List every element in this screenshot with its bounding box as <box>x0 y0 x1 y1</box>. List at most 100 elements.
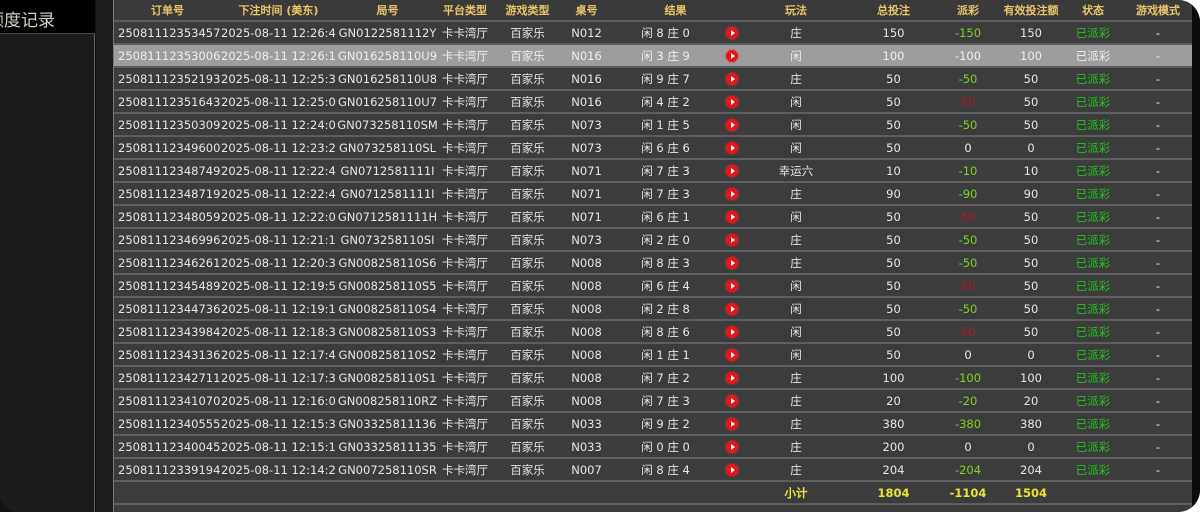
order-cell: 250811123530061 <box>114 44 221 68</box>
play-video-icon[interactable] <box>726 257 738 269</box>
payout-cell: 50 <box>937 90 999 114</box>
table-row[interactable]: 250811123469963 2025-08-11 12:21:13 GN0732… <box>114 228 1193 252</box>
table-row[interactable]: 250811123530061 2025-08-11 12:26:17 GN0162… <box>114 44 1193 68</box>
game-mode-cell: - <box>1123 113 1193 137</box>
play-video-icon[interactable] <box>726 464 738 476</box>
game-mode-cell: - <box>1123 274 1193 298</box>
total-bet-cell: 50 <box>850 136 937 160</box>
subtotal-row: 小计 1804 -1104 1504 <box>114 481 1193 505</box>
table-row[interactable]: 250811123391941 2025-08-11 12:14:27 GN0072… <box>114 458 1193 482</box>
sidebar-tab-credit-records[interactable]: 额度记录 <box>0 0 95 34</box>
game-mode-cell: - <box>1123 343 1193 367</box>
game-cell: 百家乐 <box>491 458 564 482</box>
platform-cell: 卡卡湾厅 <box>439 67 491 91</box>
game-cell: 百家乐 <box>491 366 564 390</box>
round-cell: GN007258110SR <box>336 458 439 482</box>
table-row[interactable]: 250811123516430 2025-08-11 12:25:09 GN0162… <box>114 90 1193 114</box>
status-cell: 已派彩 <box>1063 159 1123 183</box>
time-cell: 2025-08-11 12:22:08 <box>221 205 336 229</box>
play-video-icon[interactable] <box>726 50 738 62</box>
play-video-icon[interactable] <box>726 142 738 154</box>
replay-cell <box>722 90 742 114</box>
play-type-cell: 闲 <box>742 205 850 229</box>
game-cell: 百家乐 <box>491 389 564 413</box>
replay-cell <box>722 274 742 298</box>
total-bet-cell: 50 <box>850 90 937 114</box>
game-cell: 百家乐 <box>491 21 564 45</box>
table-row[interactable]: 250811123427117 2025-08-11 12:17:30 GN0082… <box>114 366 1193 390</box>
round-cell: GN008258110S4 <box>336 297 439 321</box>
table-no-cell: N071 <box>564 205 609 229</box>
table-row[interactable]: 250811123431365 2025-08-11 12:17:49 GN0082… <box>114 343 1193 367</box>
table-row[interactable]: 250811123462613 2025-08-11 12:20:33 GN0082… <box>114 251 1193 275</box>
platform-cell: 卡卡湾厅 <box>439 389 491 413</box>
play-video-icon[interactable] <box>726 188 738 200</box>
result-cell: 闲 8 庄 6 <box>609 320 722 344</box>
result-cell: 闲 9 庄 7 <box>609 67 722 91</box>
payout-cell: -204 <box>937 458 999 482</box>
play-type-cell: 闲 <box>742 136 850 160</box>
platform-cell: 卡卡湾厅 <box>439 44 491 68</box>
status-cell: 已派彩 <box>1063 182 1123 206</box>
table-row[interactable]: 250811123405550 2025-08-11 12:15:37 GN0332… <box>114 412 1193 436</box>
valid-bet-cell: 0 <box>999 343 1063 367</box>
payout-cell: -100 <box>937 44 999 68</box>
status-cell: 已派彩 <box>1063 67 1123 91</box>
result-cell: 闲 0 庄 0 <box>609 435 722 459</box>
total-bet-cell: 200 <box>850 435 937 459</box>
result-cell: 闲 2 庄 0 <box>609 228 722 252</box>
table-row[interactable]: 250811123410706 2025-08-11 12:16:04 GN0082… <box>114 389 1193 413</box>
table-row[interactable]: 250811123447367 2025-08-11 12:19:17 GN0082… <box>114 297 1193 321</box>
header-table: 桌号 <box>564 0 609 22</box>
play-video-icon[interactable] <box>726 372 738 384</box>
game-cell: 百家乐 <box>491 435 564 459</box>
play-video-icon[interactable] <box>726 165 738 177</box>
play-video-icon[interactable] <box>726 349 738 361</box>
play-video-icon[interactable] <box>726 119 738 131</box>
play-type-cell: 庄 <box>742 366 850 390</box>
order-cell: 250811123480595 <box>114 205 221 229</box>
status-cell: 已派彩 <box>1063 21 1123 45</box>
table-row[interactable]: 250811123487197 2025-08-11 12:22:41 GN0712… <box>114 182 1193 206</box>
payout-cell: -50 <box>937 113 999 137</box>
total-bet-cell: 50 <box>850 251 937 275</box>
table-row[interactable]: 250811123496007 2025-08-11 12:23:24 GN0732… <box>114 136 1193 160</box>
play-video-icon[interactable] <box>726 326 738 338</box>
table-row[interactable]: 250811123487494 2025-08-11 12:22:42 GN0712… <box>114 159 1193 183</box>
table-row[interactable]: 250811123400452 2025-08-11 12:15:12 GN0332… <box>114 435 1193 459</box>
play-video-icon[interactable] <box>726 395 738 407</box>
game-cell: 百家乐 <box>491 113 564 137</box>
play-video-icon[interactable] <box>726 27 738 39</box>
play-type-cell: 庄 <box>742 412 850 436</box>
play-video-icon[interactable] <box>726 211 738 223</box>
table-row[interactable]: 250811123534570 2025-08-11 12:26:41 GN0122… <box>114 21 1193 45</box>
total-bet-cell: 50 <box>850 205 937 229</box>
table-row[interactable]: 250811123454890 2025-08-11 12:19:54 GN0082… <box>114 274 1193 298</box>
table-row[interactable]: 250811123480595 2025-08-11 12:22:08 GN0712… <box>114 205 1193 229</box>
status-cell: 已派彩 <box>1063 44 1123 68</box>
header-platform: 平台类型 <box>439 0 491 22</box>
total-bet-cell: 150 <box>850 21 937 45</box>
valid-bet-cell: 380 <box>999 412 1063 436</box>
time-cell: 2025-08-11 12:25:09 <box>221 90 336 114</box>
table-row[interactable]: 250811123521935 2025-08-11 12:25:37 GN0162… <box>114 67 1193 91</box>
play-video-icon[interactable] <box>726 418 738 430</box>
platform-cell: 卡卡湾厅 <box>439 458 491 482</box>
round-cell: GN0712581111I <box>336 182 439 206</box>
play-video-icon[interactable] <box>726 441 738 453</box>
play-video-icon[interactable] <box>726 234 738 246</box>
game-mode-cell: - <box>1123 90 1193 114</box>
payout-cell: -100 <box>937 366 999 390</box>
table-row[interactable]: 250811123503091 2025-08-11 12:24:02 GN0732… <box>114 113 1193 137</box>
play-video-icon[interactable] <box>726 73 738 85</box>
play-video-icon[interactable] <box>726 96 738 108</box>
valid-bet-cell: 204 <box>999 458 1063 482</box>
play-video-icon[interactable] <box>726 280 738 292</box>
play-video-icon[interactable] <box>726 303 738 315</box>
valid-bet-cell: 50 <box>999 205 1063 229</box>
order-cell: 250811123454890 <box>114 274 221 298</box>
table-row[interactable]: 250811123439840 2025-08-11 12:18:36 GN0082… <box>114 320 1193 344</box>
table-no-cell: N008 <box>564 320 609 344</box>
game-cell: 百家乐 <box>491 320 564 344</box>
game-cell: 百家乐 <box>491 228 564 252</box>
